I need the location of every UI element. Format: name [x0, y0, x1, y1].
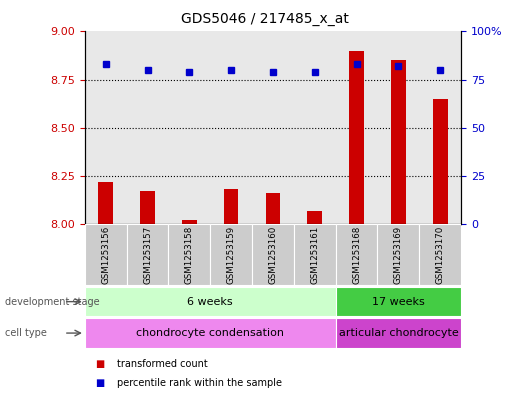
Bar [182, 220, 197, 224]
Bar [266, 193, 280, 224]
Text: GSM1253159: GSM1253159 [227, 226, 236, 283]
Bar [224, 189, 238, 224]
Text: GDS5046 / 217485_x_at: GDS5046 / 217485_x_at [181, 12, 349, 26]
Bar [127, 31, 169, 224]
Text: 17 weeks: 17 weeks [372, 297, 425, 307]
Text: percentile rank within the sample: percentile rank within the sample [117, 378, 281, 388]
Bar [140, 191, 155, 224]
Bar [335, 224, 377, 285]
Bar [252, 31, 294, 224]
Bar [127, 224, 169, 285]
Text: development stage: development stage [5, 297, 100, 307]
Bar [419, 31, 461, 224]
Text: GSM1253156: GSM1253156 [101, 225, 110, 284]
Bar [419, 224, 461, 285]
Text: chondrocyte condensation: chondrocyte condensation [136, 328, 284, 338]
Bar [169, 31, 210, 224]
Bar [99, 182, 113, 224]
Bar [85, 224, 127, 285]
Text: GSM1253160: GSM1253160 [269, 225, 277, 284]
Text: GSM1253158: GSM1253158 [185, 225, 194, 284]
Text: articular chondrocyte: articular chondrocyte [339, 328, 458, 338]
Bar [210, 31, 252, 224]
Bar [335, 287, 461, 316]
Bar [210, 224, 252, 285]
Bar [377, 31, 419, 224]
Bar [391, 60, 405, 224]
Bar [433, 99, 447, 224]
Bar [85, 287, 335, 316]
Bar [307, 211, 322, 224]
Text: ■: ■ [95, 378, 104, 388]
Text: GSM1253161: GSM1253161 [310, 225, 319, 284]
Text: cell type: cell type [5, 328, 47, 338]
Bar [335, 31, 377, 224]
Bar [349, 51, 364, 224]
Bar [377, 224, 419, 285]
Text: ■: ■ [95, 358, 104, 369]
Bar [294, 224, 335, 285]
Text: GSM1253170: GSM1253170 [436, 225, 445, 284]
Bar [252, 224, 294, 285]
Bar [85, 318, 335, 348]
Bar [294, 31, 335, 224]
Bar [335, 318, 461, 348]
Text: GSM1253169: GSM1253169 [394, 226, 403, 283]
Text: GSM1253168: GSM1253168 [352, 225, 361, 284]
Text: 6 weeks: 6 weeks [188, 297, 233, 307]
Bar [169, 224, 210, 285]
Bar [85, 31, 127, 224]
Text: GSM1253157: GSM1253157 [143, 225, 152, 284]
Text: transformed count: transformed count [117, 358, 207, 369]
